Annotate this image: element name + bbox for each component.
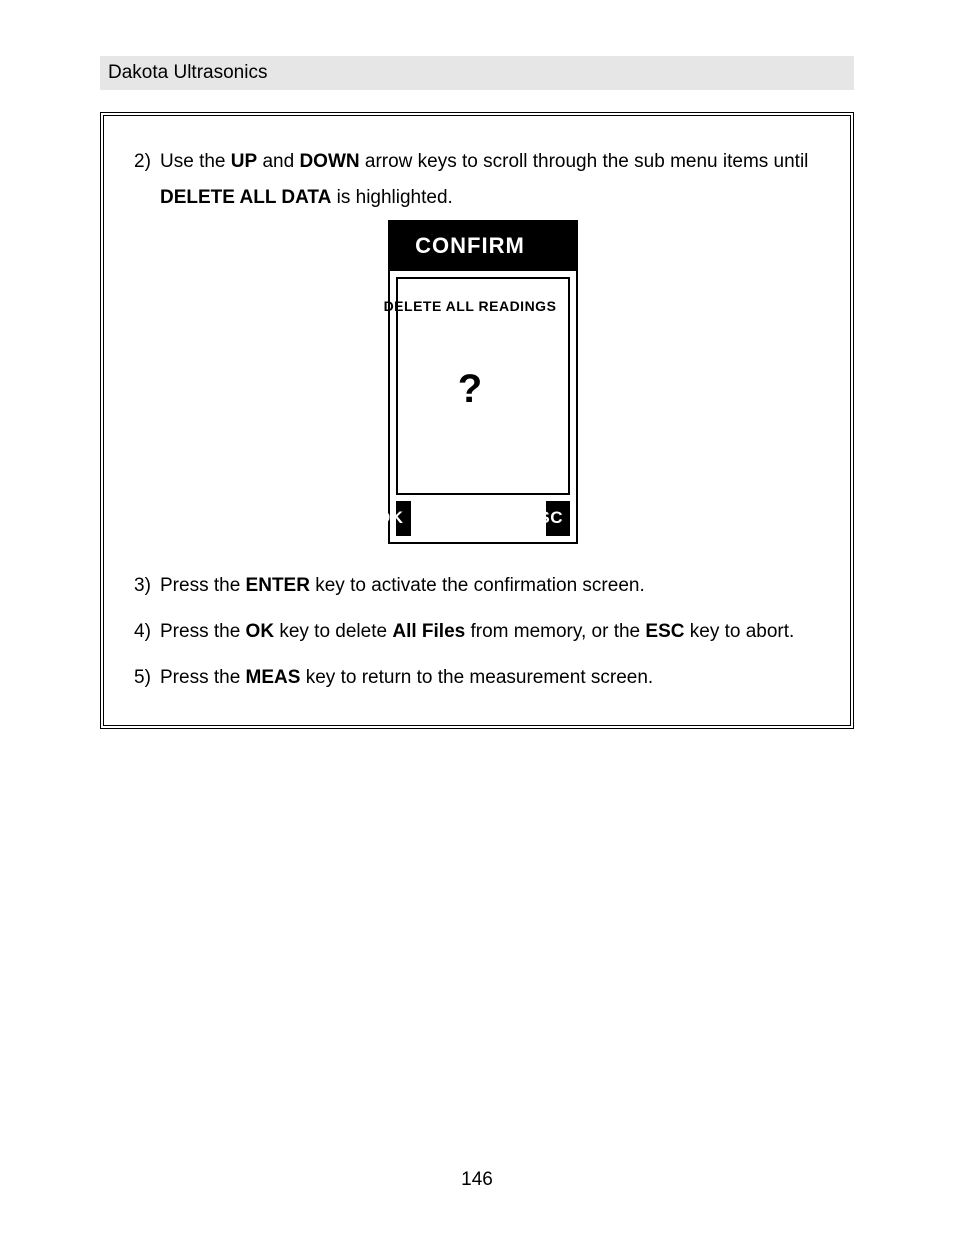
header-title: Dakota Ultrasonics [108,62,267,83]
key-meas: MEAS [246,667,301,688]
step-number: 3) [134,568,160,604]
step-number: 2) [134,144,160,180]
key-esc: ESC [645,621,684,642]
all-files-label: All Files [392,621,465,642]
step-text: is highlighted. [331,187,452,208]
page-header: Dakota Ultrasonics [100,56,854,90]
device-screen-figure: CONFIRM DELETE ALL READINGS ? OK ESC [160,220,832,544]
ok-button[interactable]: OK [396,501,411,536]
step-text: Press the [160,621,246,642]
screen-footer: OK ESC [390,495,576,542]
step-5: 5)Press the MEAS key to return to the me… [122,660,832,696]
steps-list: 2)Use the UP and DOWN arrow keys to scro… [122,144,832,697]
step-2: 2)Use the UP and DOWN arrow keys to scro… [122,144,832,544]
instruction-box: 2)Use the UP and DOWN arrow keys to scro… [100,112,854,729]
key-ok: OK [246,621,275,642]
step-3: 3)Press the ENTER key to activate the co… [122,568,832,604]
step-text: and [257,151,299,172]
step-4: 4)Press the OK key to delete All Files f… [122,614,832,650]
key-enter: ENTER [246,575,310,596]
step-text: Use the [160,151,231,172]
device-screen: CONFIRM DELETE ALL READINGS ? OK ESC [388,220,578,544]
page: Dakota Ultrasonics 2)Use the UP and DOWN… [0,0,954,1235]
step-number: 5) [134,660,160,696]
step-text: arrow keys to scroll through the sub men… [360,151,809,172]
step-text: key to return to the measurement screen. [300,667,653,688]
menu-delete-all-data: DELETE ALL DATA [160,187,331,208]
step-number: 4) [134,614,160,650]
step-text: key to delete [274,621,392,642]
screen-subtitle: DELETE ALL READINGS [398,293,568,320]
key-down: DOWN [299,151,359,172]
page-number: 146 [0,1169,954,1191]
step-text: Press the [160,667,246,688]
screen-body: DELETE ALL READINGS ? [396,277,570,495]
esc-button[interactable]: ESC [546,501,570,536]
key-up: UP [231,151,257,172]
question-mark-icon: ? [398,351,568,427]
step-text: from memory, or the [465,621,645,642]
step-text: key to abort. [684,621,794,642]
step-text: Press the [160,575,246,596]
step-text: key to activate the confirmation screen. [310,575,645,596]
screen-title: CONFIRM [390,222,576,271]
